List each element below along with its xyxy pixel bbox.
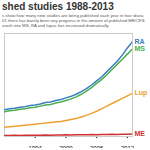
html-text:01 there has barely been any p: 01 there has barely been any progress in… xyxy=(2,18,145,23)
svg-text:2000: 2000 xyxy=(59,145,73,148)
svg-text:MS: MS xyxy=(135,45,146,52)
svg-text:2012: 2012 xyxy=(121,145,135,148)
html-text:shed studies 1988-2013: shed studies 1988-2013 xyxy=(2,1,114,12)
svg-text:Lup: Lup xyxy=(135,89,148,97)
svg-text:RA: RA xyxy=(135,38,145,45)
html-text:s show how many new studies ar: s show how many new studies are being pu… xyxy=(2,13,144,18)
svg-text:ME: ME xyxy=(135,130,146,137)
svg-text:1994: 1994 xyxy=(29,145,43,148)
svg-text:2006: 2006 xyxy=(90,145,104,148)
html-text:earch into MS, RA and lupus ha: earch into MS, RA and lupus has increase… xyxy=(2,23,110,28)
